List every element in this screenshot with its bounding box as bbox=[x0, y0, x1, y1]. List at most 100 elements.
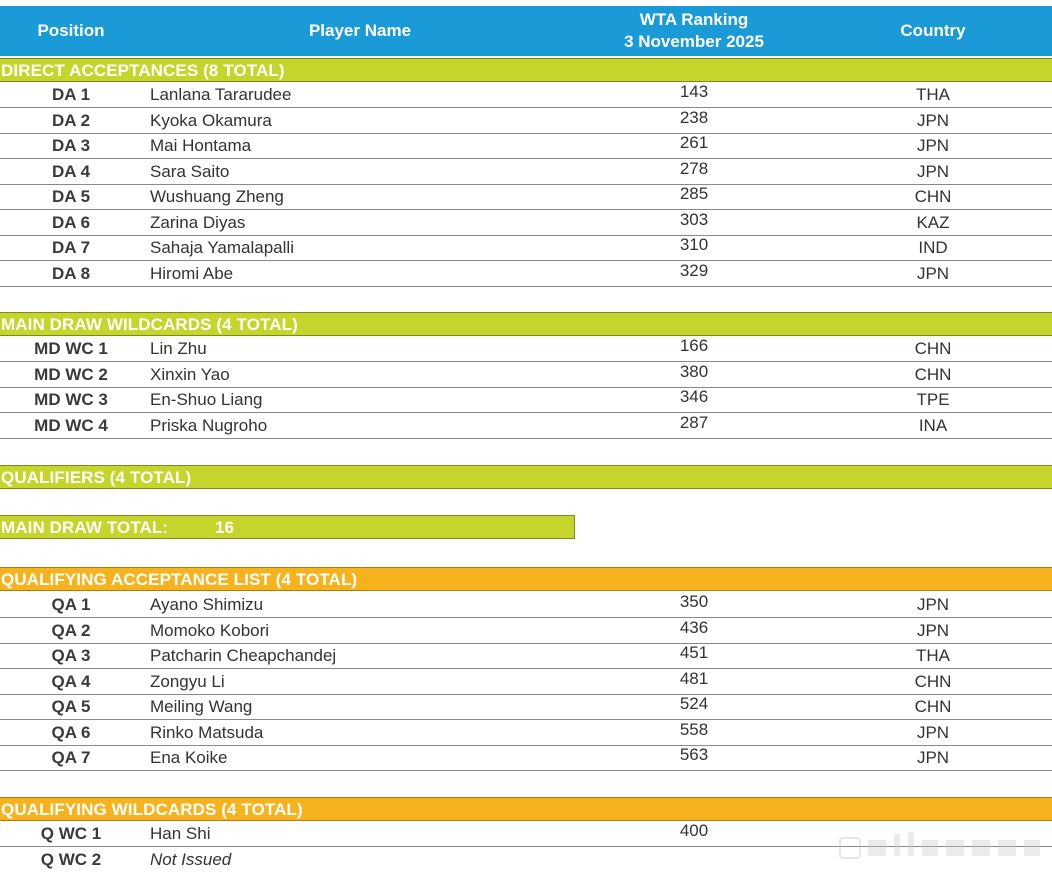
table-row: QA 2 Momoko Kobori 436 JPN bbox=[0, 617, 1052, 644]
position-cell: DA 5 bbox=[51, 187, 91, 206]
position-cell: MD WC 3 bbox=[34, 390, 108, 409]
position-cell: Q WC 2 bbox=[40, 849, 102, 869]
player-name-cell: Hiromi Abe bbox=[150, 263, 234, 283]
player-name-cell: Priska Nugroho bbox=[150, 415, 268, 435]
table-row: MD WC 2 Xinxin Yao 380 CHN bbox=[0, 361, 1052, 388]
table-row: MD WC 3 En-Shuo Liang 346 TPE bbox=[0, 387, 1052, 413]
section-title: DIRECT ACCEPTANCES (8 TOTAL) bbox=[1, 61, 285, 80]
ranking-cell: 524 bbox=[679, 694, 709, 713]
country-cell: JPN bbox=[916, 110, 950, 130]
position-cell: QA 5 bbox=[51, 697, 91, 716]
main-draw-total: MAIN DRAW TOTAL: 16 bbox=[0, 515, 575, 539]
table-row: DA 5 Wushuang Zheng 285 CHN bbox=[0, 184, 1052, 210]
ranking-cell: 238 bbox=[679, 107, 709, 127]
ranking-cell: 287 bbox=[679, 412, 709, 432]
position-cell: QA 1 bbox=[51, 595, 91, 614]
country-cell: INA bbox=[918, 415, 948, 435]
position-cell: DA 6 bbox=[51, 212, 91, 232]
player-name-cell: Kyoka Okamura bbox=[150, 110, 272, 130]
country-cell: THA bbox=[916, 646, 950, 665]
table-row: QA 5 Meiling Wang 524 CHN bbox=[0, 694, 1052, 720]
player-name-cell: Ena Koike bbox=[150, 748, 228, 767]
country-cell: JPN bbox=[916, 263, 950, 283]
country-cell: CHN bbox=[914, 697, 952, 716]
player-name-cell: Ayano Shimizu bbox=[150, 595, 264, 614]
country-cell: JPN bbox=[916, 620, 950, 640]
player-name-cell: Lanlana Tararudee bbox=[150, 85, 292, 104]
ranking-cell: 350 bbox=[679, 592, 709, 611]
table-row: DA 6 Zarina Diyas 303 KAZ bbox=[0, 209, 1052, 236]
position-cell: Q WC 1 bbox=[40, 824, 102, 843]
ranking-cell: 166 bbox=[679, 336, 709, 355]
player-name-cell: Mai Hontama bbox=[150, 136, 252, 155]
ranking-cell: 346 bbox=[679, 387, 709, 406]
section-qualifying-acceptance: QUALIFYING ACCEPTANCE LIST (4 TOTAL) bbox=[0, 567, 1052, 591]
position-cell: QA 7 bbox=[51, 748, 91, 767]
table-row: DA 2 Kyoka Okamura 238 JPN bbox=[0, 107, 1052, 134]
header-wta-ranking: WTA Ranking 3 November 2025 bbox=[574, 6, 814, 56]
section-main-draw-wildcards: MAIN DRAW WILDCARDS (4 TOTAL) bbox=[0, 312, 1052, 336]
table-row: QA 1 Ayano Shimizu 350 JPN bbox=[0, 592, 1052, 618]
table-row: MD WC 4 Priska Nugroho 287 INA bbox=[0, 412, 1052, 439]
player-name-cell: Momoko Kobori bbox=[150, 620, 270, 640]
ranking-cell: 278 bbox=[679, 158, 709, 178]
position-cell: QA 3 bbox=[51, 646, 91, 665]
player-name-cell: Meiling Wang bbox=[150, 697, 253, 716]
ranking-cell: 303 bbox=[679, 209, 709, 229]
position-cell: QA 4 bbox=[51, 671, 91, 691]
position-cell: DA 7 bbox=[51, 238, 91, 257]
position-cell: DA 8 bbox=[51, 263, 91, 283]
ranking-cell: 481 bbox=[679, 668, 709, 688]
country-cell: TPE bbox=[916, 390, 950, 409]
position-cell: DA 2 bbox=[51, 110, 91, 130]
main-draw-total-label: MAIN DRAW TOTAL: bbox=[1, 518, 169, 537]
country-cell: JPN bbox=[916, 722, 950, 742]
country-cell: THA bbox=[916, 85, 950, 104]
country-cell: JPN bbox=[916, 595, 950, 614]
country-cell: IND bbox=[918, 238, 948, 257]
section-direct-acceptances: DIRECT ACCEPTANCES (8 TOTAL) bbox=[0, 58, 1052, 82]
country-cell: CHN bbox=[914, 339, 952, 358]
ranking-cell: 380 bbox=[679, 361, 709, 381]
main-draw-total-value: 16 bbox=[215, 518, 235, 537]
table-row: DA 4 Sara Saito 278 JPN bbox=[0, 158, 1052, 185]
country-cell: KAZ bbox=[916, 212, 950, 232]
player-name-cell: Sahaja Yamalapalli bbox=[150, 238, 294, 257]
position-cell: DA 3 bbox=[51, 136, 91, 155]
country-cell: JPN bbox=[916, 136, 950, 155]
table-row: Q WC 1 Han Shi 400 bbox=[0, 821, 1052, 847]
table-row: QA 3 Patcharin Cheapchandej 451 THA bbox=[0, 643, 1052, 669]
player-name-cell: Not Issued bbox=[150, 849, 232, 869]
player-name-cell: Zarina Diyas bbox=[150, 212, 246, 232]
position-cell: DA 4 bbox=[51, 161, 91, 181]
header-country: Country bbox=[900, 21, 966, 40]
country-cell: JPN bbox=[916, 161, 950, 181]
country-cell: CHN bbox=[914, 671, 952, 691]
watermark-mark bbox=[839, 832, 1040, 859]
header-player-name: Player Name bbox=[308, 21, 412, 40]
position-cell: DA 1 bbox=[51, 85, 91, 104]
table-row: QA 7 Ena Koike 563 JPN bbox=[0, 745, 1052, 771]
country-cell: JPN bbox=[916, 748, 950, 767]
country-cell: CHN bbox=[914, 364, 952, 384]
ranking-cell: 558 bbox=[679, 719, 709, 739]
ranking-cell: 436 bbox=[679, 617, 709, 637]
country-cell: CHN bbox=[914, 187, 952, 206]
table-row: QA 4 Zongyu Li 481 CHN bbox=[0, 668, 1052, 695]
table-row: DA 8 Hiromi Abe 329 JPN bbox=[0, 260, 1052, 287]
section-qualifying-wildcards: QUALIFYING WILDCARDS (4 TOTAL) bbox=[0, 797, 1052, 821]
ranking-cell: 329 bbox=[679, 260, 709, 280]
position-cell: MD WC 1 bbox=[34, 339, 108, 358]
table-row: MD WC 1 Lin Zhu 166 CHN bbox=[0, 336, 1052, 362]
header-ranking-date: 3 November 2025 bbox=[624, 32, 764, 51]
ranking-cell: 400 bbox=[679, 821, 709, 840]
ranking-cell: 261 bbox=[679, 133, 709, 152]
section-title: QUALIFYING WILDCARDS (4 TOTAL) bbox=[1, 800, 303, 819]
section-qualifiers: QUALIFIERS (4 TOTAL) bbox=[0, 465, 1052, 489]
section-title: MAIN DRAW WILDCARDS (4 TOTAL) bbox=[1, 315, 298, 334]
table-header: Position Player Name WTA Ranking 3 Novem… bbox=[0, 6, 1052, 56]
position-cell: MD WC 4 bbox=[34, 415, 108, 435]
table-row: DA 1 Lanlana Tararudee 143 THA bbox=[0, 82, 1052, 108]
position-cell: QA 6 bbox=[51, 722, 91, 742]
